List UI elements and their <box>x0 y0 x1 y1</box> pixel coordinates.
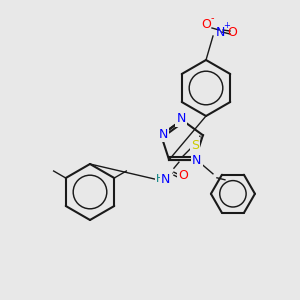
Text: O: O <box>178 169 188 182</box>
Text: -: - <box>210 13 214 23</box>
Text: S: S <box>191 139 199 152</box>
Text: N: N <box>158 128 168 141</box>
Text: N: N <box>176 112 186 125</box>
Text: H: H <box>156 174 164 184</box>
Text: +: + <box>224 22 230 31</box>
Text: O: O <box>227 26 237 38</box>
Text: N: N <box>161 173 171 186</box>
Text: N: N <box>192 154 202 167</box>
Text: O: O <box>201 17 211 31</box>
Text: N: N <box>215 26 225 38</box>
